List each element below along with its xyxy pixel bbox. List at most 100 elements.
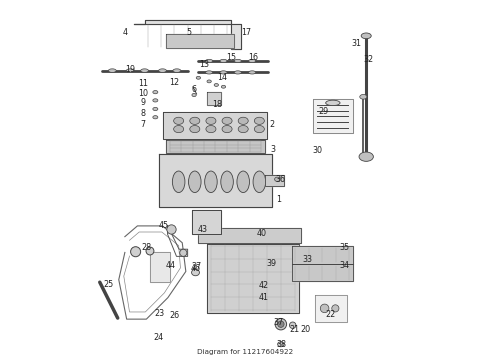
Ellipse shape — [173, 69, 181, 72]
Polygon shape — [163, 112, 267, 139]
Ellipse shape — [221, 171, 233, 193]
Ellipse shape — [320, 304, 329, 313]
Ellipse shape — [141, 69, 148, 72]
Text: 40: 40 — [256, 229, 266, 238]
Text: 8: 8 — [140, 109, 146, 118]
Text: 41: 41 — [259, 293, 269, 302]
Ellipse shape — [326, 100, 340, 105]
Text: 4: 4 — [122, 28, 127, 37]
Text: 17: 17 — [241, 28, 251, 37]
Ellipse shape — [290, 322, 296, 328]
Polygon shape — [313, 99, 353, 133]
Polygon shape — [207, 244, 299, 313]
Text: 7: 7 — [140, 120, 146, 129]
Ellipse shape — [234, 71, 242, 74]
Text: 45: 45 — [158, 221, 168, 230]
Ellipse shape — [206, 126, 216, 133]
Text: 35: 35 — [340, 243, 350, 252]
Ellipse shape — [167, 225, 176, 234]
Text: 26: 26 — [169, 311, 179, 320]
Ellipse shape — [359, 152, 373, 161]
Ellipse shape — [206, 117, 216, 125]
Text: 25: 25 — [103, 280, 113, 289]
Polygon shape — [166, 34, 234, 48]
Ellipse shape — [173, 117, 184, 125]
Ellipse shape — [361, 33, 371, 39]
Text: 9: 9 — [140, 98, 146, 107]
Ellipse shape — [190, 126, 200, 133]
Polygon shape — [198, 228, 300, 243]
Ellipse shape — [205, 59, 213, 63]
Ellipse shape — [222, 117, 232, 125]
Ellipse shape — [153, 107, 158, 111]
Ellipse shape — [278, 342, 284, 347]
Ellipse shape — [248, 59, 256, 63]
Text: 19: 19 — [125, 65, 135, 74]
Ellipse shape — [180, 249, 187, 256]
Ellipse shape — [253, 171, 266, 193]
Text: Diagram for 11217604922: Diagram for 11217604922 — [197, 349, 293, 355]
Text: 21: 21 — [290, 325, 299, 334]
Ellipse shape — [126, 69, 134, 72]
Polygon shape — [292, 246, 353, 264]
Ellipse shape — [332, 305, 339, 312]
Text: 2: 2 — [270, 120, 274, 129]
Text: 3: 3 — [270, 145, 275, 154]
Text: 6: 6 — [192, 85, 196, 94]
Ellipse shape — [274, 177, 280, 181]
Ellipse shape — [222, 126, 232, 133]
Text: 38: 38 — [276, 340, 287, 349]
Text: 46: 46 — [191, 265, 200, 274]
Text: 44: 44 — [166, 261, 175, 270]
Ellipse shape — [238, 126, 248, 133]
Ellipse shape — [131, 247, 141, 257]
Polygon shape — [315, 295, 347, 321]
Text: 39: 39 — [267, 259, 277, 268]
Ellipse shape — [108, 69, 116, 72]
Ellipse shape — [159, 69, 167, 72]
Ellipse shape — [189, 171, 201, 193]
Ellipse shape — [190, 117, 200, 125]
Polygon shape — [292, 264, 353, 282]
Ellipse shape — [254, 117, 265, 125]
Text: 27: 27 — [192, 262, 202, 271]
Ellipse shape — [146, 247, 154, 255]
Polygon shape — [207, 92, 220, 105]
Polygon shape — [192, 211, 220, 234]
Ellipse shape — [214, 84, 219, 86]
Text: 10: 10 — [138, 89, 148, 98]
Polygon shape — [159, 154, 272, 207]
Text: 28: 28 — [141, 243, 151, 252]
Text: 12: 12 — [169, 78, 179, 87]
Polygon shape — [265, 175, 284, 186]
Ellipse shape — [205, 71, 213, 74]
Text: 23: 23 — [154, 309, 165, 318]
Ellipse shape — [221, 85, 225, 88]
Ellipse shape — [153, 90, 158, 94]
Text: 5: 5 — [187, 28, 192, 37]
Ellipse shape — [192, 269, 199, 276]
Text: 22: 22 — [325, 310, 336, 319]
Text: 18: 18 — [212, 100, 222, 109]
Ellipse shape — [248, 71, 256, 74]
Text: 15: 15 — [226, 53, 237, 62]
Text: 37: 37 — [273, 318, 283, 327]
Ellipse shape — [196, 76, 200, 79]
Text: 24: 24 — [153, 333, 163, 342]
Text: 30: 30 — [313, 146, 323, 155]
Ellipse shape — [173, 126, 184, 133]
Ellipse shape — [238, 117, 248, 125]
Ellipse shape — [220, 71, 227, 74]
Ellipse shape — [205, 171, 217, 193]
Text: 11: 11 — [138, 80, 148, 89]
Text: 36: 36 — [275, 175, 285, 184]
Text: 29: 29 — [318, 107, 328, 116]
Text: 1: 1 — [276, 195, 282, 204]
Ellipse shape — [275, 319, 287, 330]
Text: 13: 13 — [199, 60, 209, 69]
Polygon shape — [134, 21, 242, 49]
Text: 32: 32 — [364, 55, 374, 64]
Text: 43: 43 — [197, 225, 208, 234]
Text: 14: 14 — [218, 73, 227, 82]
Text: 33: 33 — [302, 255, 312, 264]
